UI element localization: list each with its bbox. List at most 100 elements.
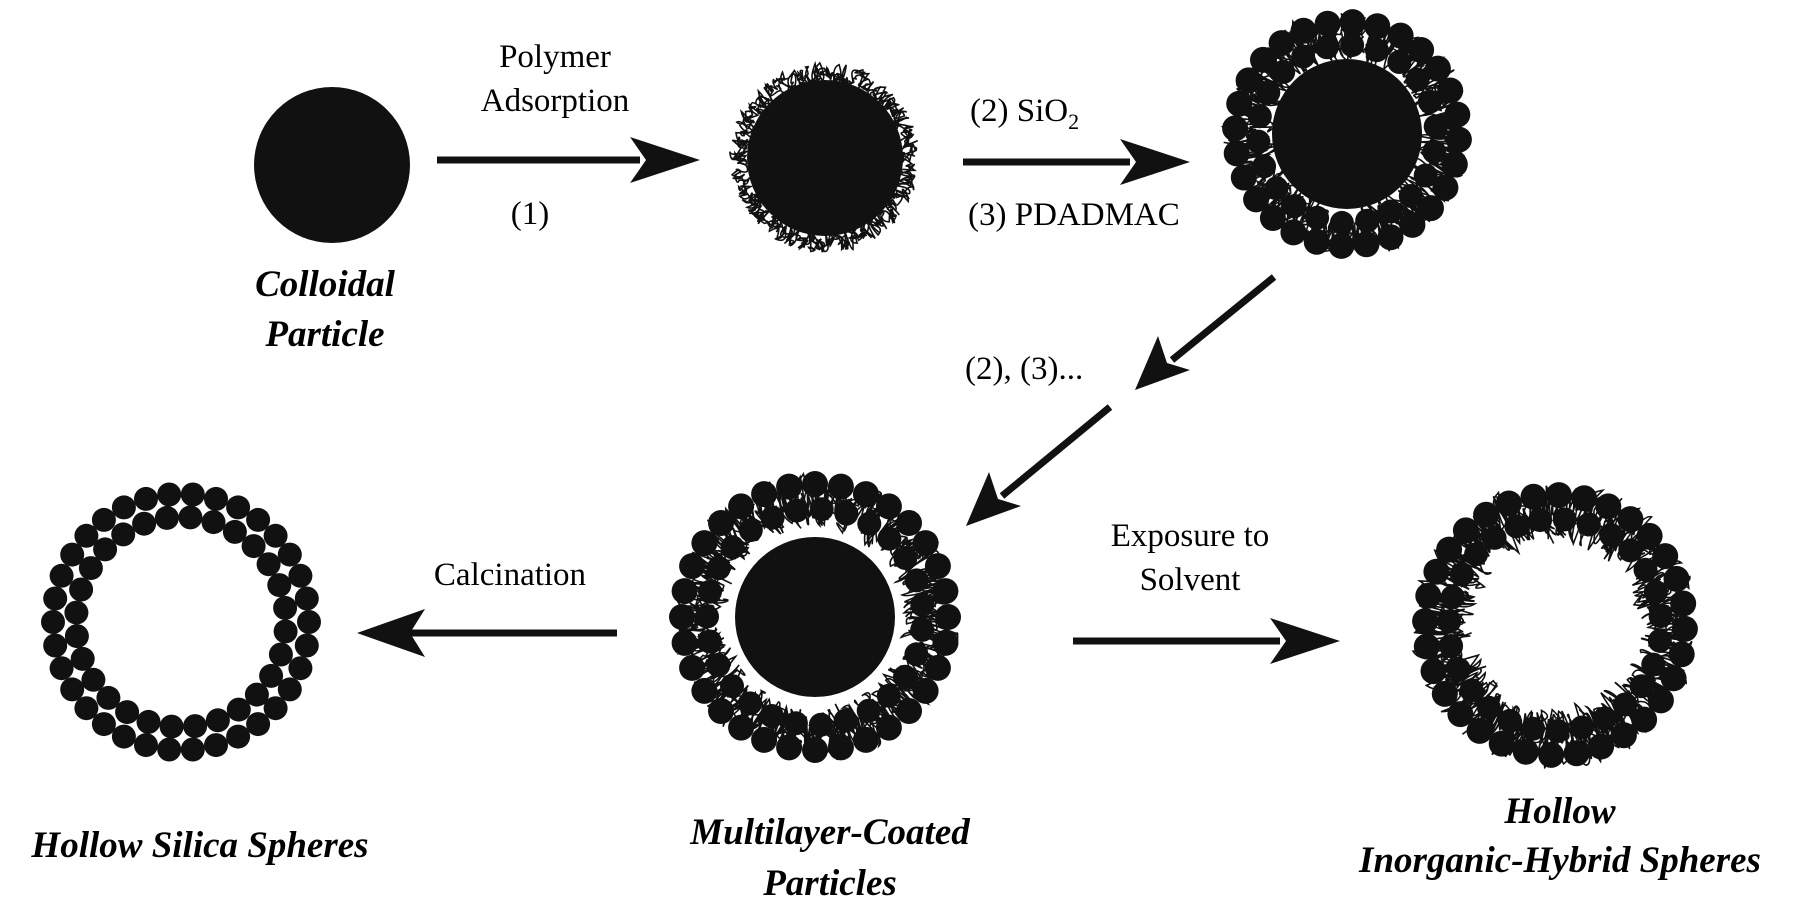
silica-bead xyxy=(69,577,94,602)
step1-label-line2: Adsorption xyxy=(480,83,630,119)
silica-bead xyxy=(1303,228,1330,255)
step2-label: (2) SiO2 xyxy=(970,92,1140,134)
silica-bead xyxy=(1521,716,1546,741)
silica-bead xyxy=(81,667,106,692)
silica-bead xyxy=(288,656,313,681)
silica-bead xyxy=(134,486,158,511)
silica-bead xyxy=(1538,741,1565,768)
silica-bead xyxy=(932,629,959,656)
particle-core xyxy=(1272,59,1422,209)
colloidal-particle xyxy=(254,87,410,243)
silica-bead xyxy=(1431,680,1458,707)
silica-bead xyxy=(294,633,319,658)
silica-bead xyxy=(827,734,854,761)
silica-bead xyxy=(70,646,95,671)
caption-hollow-silica: Hollow Silica Spheres xyxy=(31,825,369,866)
silica-bead xyxy=(1497,708,1522,733)
silica-bead xyxy=(1387,22,1414,49)
silica-bead xyxy=(1495,490,1522,517)
silica-bead xyxy=(205,708,230,733)
silica-bead xyxy=(180,482,205,507)
silica-bead xyxy=(1339,9,1366,36)
silica-bead xyxy=(875,714,902,741)
silica-bead xyxy=(1552,507,1577,532)
silica-bead xyxy=(1364,13,1391,40)
silica-bead xyxy=(1436,536,1463,563)
silica-bead xyxy=(1247,104,1272,129)
silica-bead xyxy=(877,526,902,551)
silica-bead xyxy=(1633,557,1658,582)
silica-bead xyxy=(910,617,935,642)
exposure-label-line2: Solvent xyxy=(1139,562,1241,598)
silica-bead xyxy=(91,712,116,737)
silica-bead xyxy=(912,677,939,704)
silica-bead xyxy=(671,578,698,605)
silica-bead xyxy=(1618,538,1643,563)
silica-bead xyxy=(273,595,298,620)
silica-bead xyxy=(246,507,271,532)
silica-bead xyxy=(751,481,778,508)
silica-bead xyxy=(1417,89,1442,114)
silica-bead xyxy=(1528,508,1553,533)
silica-bead xyxy=(201,510,226,535)
particle-core xyxy=(747,80,903,236)
silica-bead xyxy=(1405,67,1430,92)
silica-bead xyxy=(1235,67,1262,94)
silica-bead xyxy=(178,505,203,530)
silica-bead xyxy=(1314,35,1339,60)
silica-bead xyxy=(827,473,854,500)
silica-bead xyxy=(857,511,882,536)
silica-bead xyxy=(738,518,763,543)
silica-bead xyxy=(1595,493,1622,520)
silica-bead xyxy=(1592,706,1617,731)
silica-bead xyxy=(1571,485,1598,512)
silica-bead xyxy=(111,495,136,520)
silica-bead xyxy=(698,579,722,604)
silica-bead xyxy=(1364,38,1389,63)
silica-bead xyxy=(1413,633,1440,660)
silica-bead xyxy=(273,619,298,644)
silica-bead xyxy=(924,654,951,681)
silica-bead xyxy=(776,734,803,761)
silica-bead xyxy=(74,696,99,721)
silica-bead xyxy=(1473,501,1500,528)
silica-bead xyxy=(935,604,961,630)
silica-bead xyxy=(1282,194,1307,218)
silica-bead xyxy=(1610,722,1637,749)
silica-bead xyxy=(1328,232,1355,259)
silica-bead xyxy=(1252,154,1277,179)
silica-bead xyxy=(277,677,302,702)
silica-bead xyxy=(1459,678,1484,703)
silica-bead xyxy=(64,600,89,625)
silica-bead xyxy=(1617,506,1644,533)
silica-coated-particle xyxy=(1220,9,1472,259)
silica-bead xyxy=(41,610,65,634)
silica-bead xyxy=(910,592,935,617)
silica-bead xyxy=(802,737,828,763)
step2-subscript: 2 xyxy=(1068,109,1080,134)
silica-bead xyxy=(808,712,833,737)
silica-bead xyxy=(896,698,922,724)
silica-bead xyxy=(1305,205,1330,230)
silica-bead xyxy=(834,501,859,526)
silica-bead xyxy=(1377,224,1404,251)
silica-bead xyxy=(1599,523,1624,547)
silica-bead xyxy=(1647,628,1672,653)
silica-bead xyxy=(1660,665,1687,692)
silica-bead xyxy=(1423,114,1448,139)
silica-bead xyxy=(1415,582,1442,609)
silica-bead xyxy=(263,523,288,548)
silica-bead xyxy=(157,482,182,507)
silica-bead xyxy=(833,708,858,733)
silica-bead xyxy=(1256,80,1281,105)
exposure-label-line1: Exposure to xyxy=(1110,518,1270,554)
silica-bead xyxy=(932,578,959,605)
silica-bead xyxy=(1447,701,1474,728)
silica-bead xyxy=(49,656,74,681)
silica-bead xyxy=(1439,634,1464,658)
caption-multilayer-line1: Multilayer-Coated xyxy=(690,812,970,853)
caption-multilayer-line2: Particles xyxy=(763,863,897,904)
silica-bead xyxy=(111,522,136,547)
silica-bead xyxy=(1230,164,1257,191)
